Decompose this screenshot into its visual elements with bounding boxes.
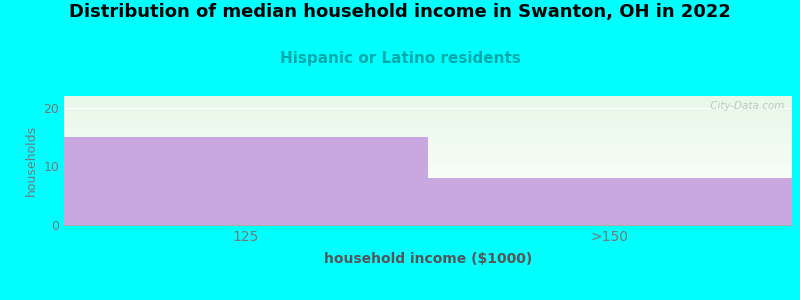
Text: City-Data.com: City-Data.com: [707, 101, 785, 111]
Y-axis label: households: households: [25, 125, 38, 196]
Text: Hispanic or Latino residents: Hispanic or Latino residents: [279, 51, 521, 66]
X-axis label: household income ($1000): household income ($1000): [324, 252, 532, 266]
Bar: [64, 137, 428, 225]
Bar: [428, 178, 792, 225]
Text: Distribution of median household income in Swanton, OH in 2022: Distribution of median household income …: [69, 3, 731, 21]
